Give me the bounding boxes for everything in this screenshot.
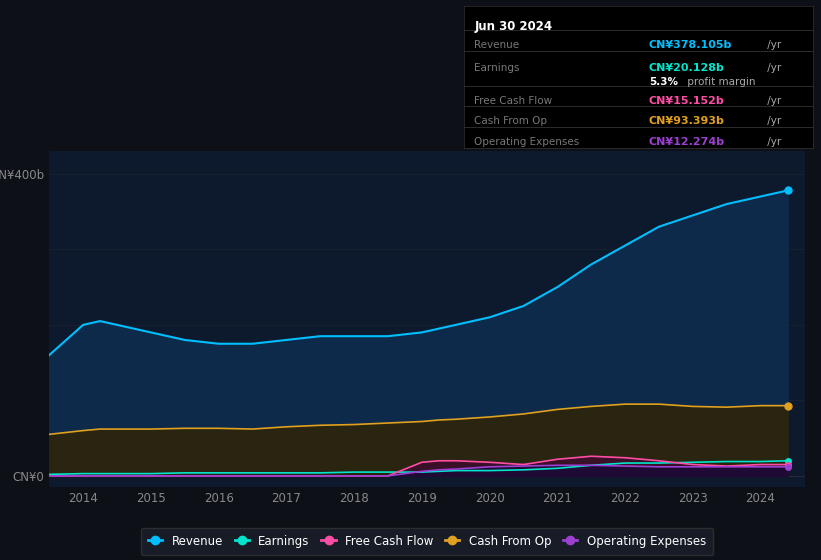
- Text: Earnings: Earnings: [475, 63, 520, 73]
- Legend: Revenue, Earnings, Free Cash Flow, Cash From Op, Operating Expenses: Revenue, Earnings, Free Cash Flow, Cash …: [140, 528, 713, 555]
- Text: CN¥20.128b: CN¥20.128b: [649, 63, 725, 73]
- Text: /yr: /yr: [764, 40, 782, 50]
- Text: Cash From Op: Cash From Op: [475, 115, 548, 125]
- Text: CN¥12.274b: CN¥12.274b: [649, 137, 725, 147]
- Text: 5.3%: 5.3%: [649, 77, 678, 87]
- Text: Operating Expenses: Operating Expenses: [475, 137, 580, 147]
- Text: CN¥378.105b: CN¥378.105b: [649, 40, 732, 50]
- Text: /yr: /yr: [764, 137, 782, 147]
- Text: profit margin: profit margin: [684, 77, 755, 87]
- Text: Revenue: Revenue: [475, 40, 520, 50]
- Text: /yr: /yr: [764, 115, 782, 125]
- Text: /yr: /yr: [764, 63, 782, 73]
- Text: CN¥93.393b: CN¥93.393b: [649, 115, 725, 125]
- Text: CN¥15.152b: CN¥15.152b: [649, 96, 725, 106]
- Text: /yr: /yr: [764, 96, 782, 106]
- Text: Jun 30 2024: Jun 30 2024: [475, 20, 553, 33]
- Text: Free Cash Flow: Free Cash Flow: [475, 96, 553, 106]
